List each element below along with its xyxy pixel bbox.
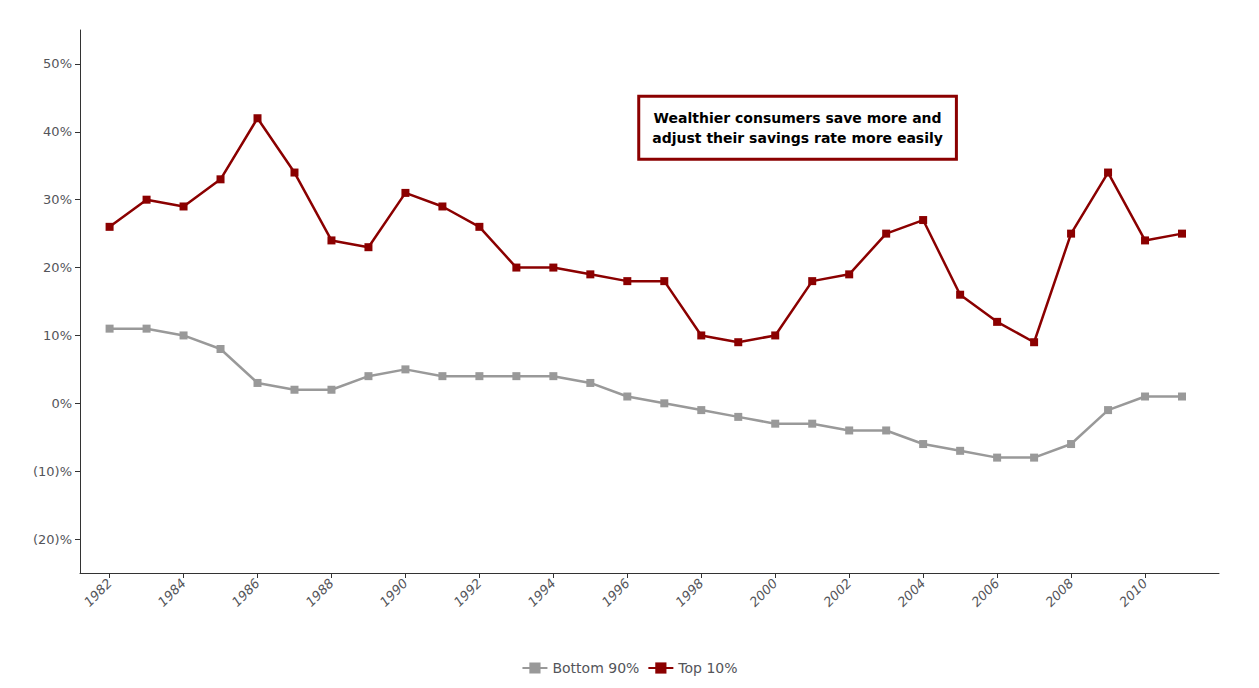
svg-text:2010: 2010: [1116, 576, 1150, 610]
svg-text:adjust their savings rate more: adjust their savings rate more easily: [652, 130, 943, 146]
svg-text:40%: 40%: [43, 124, 72, 139]
svg-text:1998: 1998: [673, 576, 707, 610]
svg-text:50%: 50%: [43, 56, 72, 71]
svg-text:Wealthier consumers save more: Wealthier consumers save more and: [654, 110, 942, 126]
svg-text:1992: 1992: [451, 576, 485, 610]
svg-text:1982: 1982: [81, 576, 115, 610]
svg-text:1990: 1990: [377, 576, 411, 610]
svg-text:2008: 2008: [1042, 576, 1076, 610]
svg-text:(10)%: (10)%: [33, 464, 72, 479]
svg-text:30%: 30%: [43, 192, 72, 207]
svg-text:0%: 0%: [51, 396, 72, 411]
svg-text:20%: 20%: [43, 260, 72, 275]
svg-text:(20)%: (20)%: [33, 532, 72, 547]
svg-text:10%: 10%: [43, 328, 72, 343]
svg-text:1984: 1984: [155, 576, 189, 610]
svg-text:1994: 1994: [525, 576, 559, 610]
svg-text:1996: 1996: [599, 576, 633, 610]
svg-text:Top 10%: Top 10%: [677, 660, 737, 676]
svg-text:2006: 2006: [968, 576, 1002, 610]
svg-text:2000: 2000: [747, 576, 781, 610]
svg-text:2004: 2004: [894, 576, 928, 610]
svg-text:Bottom 90%: Bottom 90%: [552, 660, 639, 676]
svg-text:2002: 2002: [821, 576, 855, 610]
svg-text:1988: 1988: [303, 576, 337, 610]
svg-text:1986: 1986: [229, 576, 263, 610]
